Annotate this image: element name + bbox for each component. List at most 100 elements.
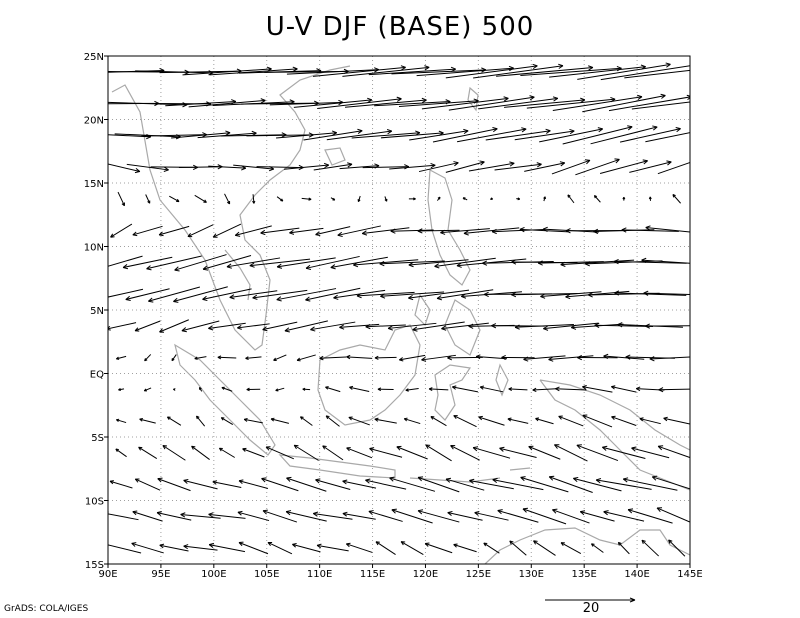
wind-vector <box>317 96 402 109</box>
wind-vector <box>374 417 397 424</box>
wind-vector <box>409 128 469 141</box>
wind-vector <box>346 354 373 360</box>
coast-halmahera <box>495 363 509 397</box>
chart-title: U-V DJF (BASE) 500 <box>265 12 535 42</box>
wind-vector <box>138 446 158 459</box>
wind-vector <box>452 385 479 393</box>
wind-vector <box>400 541 424 556</box>
wind-vector <box>448 95 535 111</box>
grid-lines <box>108 56 690 564</box>
wind-vector <box>645 225 690 233</box>
wind-vector <box>348 416 370 426</box>
wind-vector <box>504 97 586 108</box>
wind-vector <box>218 447 235 458</box>
wind-vector <box>641 257 690 264</box>
x-tick-label: 145E <box>677 569 702 580</box>
wind-vector <box>212 480 242 488</box>
wind-vector <box>108 255 143 267</box>
wind-vector <box>191 445 210 460</box>
wind-vector <box>108 163 141 174</box>
wind-vector <box>365 478 407 490</box>
wind-vector <box>108 322 137 331</box>
wind-vector <box>252 194 256 204</box>
wind-vector <box>417 509 460 523</box>
wind-vector <box>649 356 690 362</box>
wind-vector <box>463 227 520 236</box>
wind-vector <box>562 125 633 145</box>
wind-vector <box>365 323 406 330</box>
wind-vector <box>579 510 615 522</box>
x-tick-label: 140E <box>624 569 649 580</box>
wind-vector <box>108 511 139 521</box>
coast-luzon <box>427 169 471 286</box>
wind-vector <box>337 225 381 237</box>
wind-vector <box>117 191 125 207</box>
wind-vector <box>651 475 690 490</box>
wind-vector <box>483 542 500 554</box>
wind-vector <box>174 254 227 272</box>
wind-vector <box>657 162 690 175</box>
wind-vector <box>122 256 173 270</box>
wind-vector <box>368 510 403 522</box>
coast-lesser-sunda <box>409 467 531 483</box>
wind-vector <box>374 355 397 360</box>
wind-vector <box>417 476 460 493</box>
wind-vector <box>293 97 373 108</box>
wind-vector <box>613 258 687 265</box>
wind-vector <box>624 69 690 79</box>
wind-vector <box>599 159 648 174</box>
wind-vector <box>158 225 190 237</box>
wind-vector <box>648 196 652 201</box>
wind-vector <box>528 445 561 460</box>
wind-vector <box>229 290 278 300</box>
wind-vector <box>425 444 452 462</box>
wind-vector <box>492 477 544 491</box>
wind-vector <box>645 132 690 143</box>
wind-vector <box>342 479 377 489</box>
wind-vector <box>614 290 687 296</box>
wind-vector <box>469 478 514 490</box>
wind-vector <box>629 160 672 173</box>
wind-vector <box>421 96 509 110</box>
wind-vector <box>389 476 436 492</box>
reference-vector <box>545 597 636 603</box>
wind-vector <box>577 62 671 80</box>
y-tick-label: 10S <box>85 497 104 508</box>
wind-vector <box>260 227 300 236</box>
coast-gulf-thailand <box>224 249 251 301</box>
wind-vector <box>408 197 416 201</box>
wind-vector <box>326 129 393 141</box>
wind-vector <box>379 260 445 267</box>
wind-vector <box>237 510 270 522</box>
wind-vector <box>611 415 637 427</box>
wind-vector <box>643 290 690 296</box>
wind-vector <box>554 444 588 462</box>
wind-vector <box>445 160 485 173</box>
wind-vector <box>523 355 566 362</box>
wind-vector <box>284 320 328 333</box>
wind-vector <box>183 478 218 490</box>
wind-vector <box>576 444 619 462</box>
wind-vector <box>267 541 293 555</box>
y-tick-label: EQ <box>90 370 104 381</box>
wind-vector <box>405 387 419 392</box>
wind-vector <box>194 356 207 360</box>
wind-vector <box>108 288 144 298</box>
wind-vector <box>552 508 590 524</box>
wind-vector <box>380 291 445 299</box>
wind-vector <box>262 509 298 523</box>
wind-vector <box>621 227 679 233</box>
x-tick-label: 110E <box>307 569 332 580</box>
wind-vector <box>283 162 330 170</box>
wind-vector <box>582 385 613 393</box>
wind-vector <box>490 197 493 200</box>
wind-vector <box>611 385 637 393</box>
wind-vector <box>134 320 161 332</box>
wind-vector <box>322 445 344 461</box>
wind-vector <box>198 386 203 392</box>
wind-vector <box>144 354 152 362</box>
wind-vector <box>145 194 151 204</box>
wind-vector <box>657 445 690 459</box>
wind-vector <box>560 259 635 267</box>
